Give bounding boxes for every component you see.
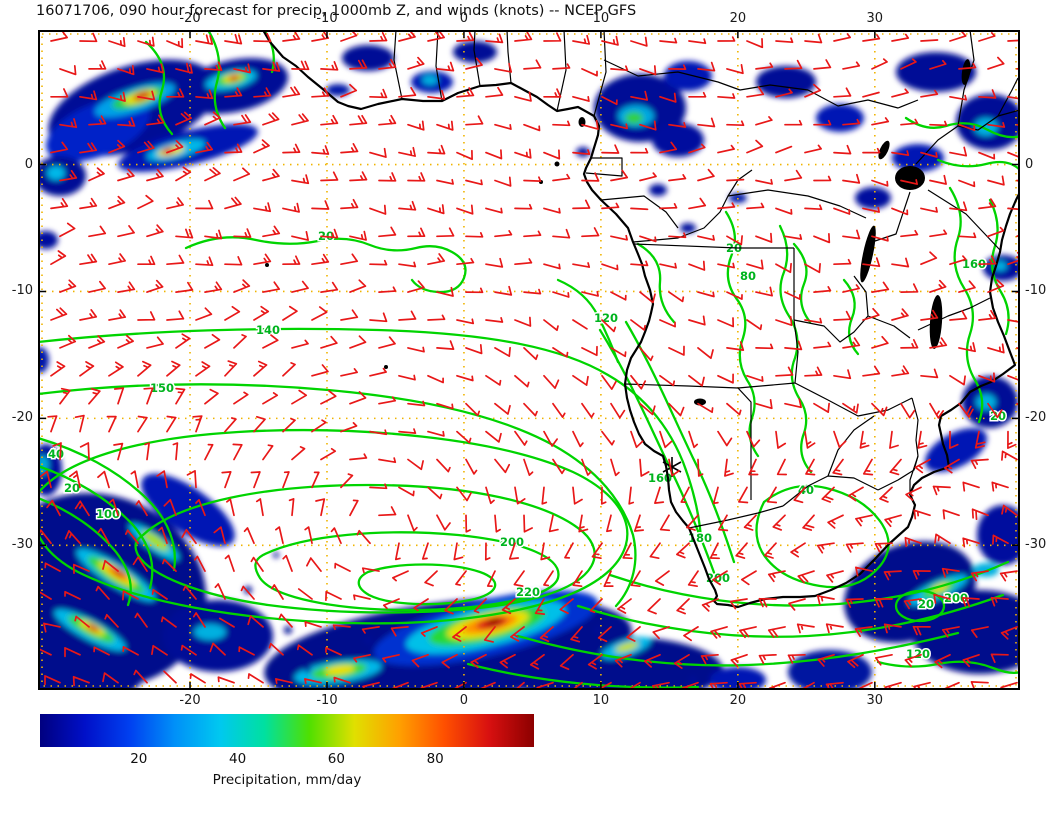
x-axis-tick-label-bottom: 0 xyxy=(459,693,469,708)
x-axis-tick-label-top: 20 xyxy=(729,11,747,26)
x-axis-tick-label-top: -10 xyxy=(316,11,338,26)
x-axis-tick-label-top: 0 xyxy=(459,11,469,26)
x-axis-tick-label-top: 10 xyxy=(592,11,610,26)
contour-label: 120 xyxy=(594,311,618,325)
y-axis-tick-label-right: -20 xyxy=(1025,410,1047,426)
colorbar-tick-label: 80 xyxy=(426,751,444,767)
x-axis-tick-label-bottom: -10 xyxy=(316,693,338,708)
height-contours xyxy=(38,30,1020,689)
contour-label: 40 xyxy=(798,483,814,497)
map-plot-area: 20 120 140 150 160 180 200 200 220 20 80 40 40 20 100 1… xyxy=(38,30,1020,690)
colorbar-tick-label: 20 xyxy=(130,751,148,767)
contour-label: 220 xyxy=(516,585,540,599)
y-axis-tick-label-right: -30 xyxy=(1025,537,1047,553)
chart-title: 16071706, 090 hour forecast for precip, … xyxy=(36,3,637,19)
x-axis-tick-label-bottom: -20 xyxy=(179,693,201,708)
contour-label: 40 xyxy=(48,447,64,461)
precip-colorbar xyxy=(40,714,534,747)
x-axis-tick-label-top: -20 xyxy=(179,11,201,26)
contour-label: 100 xyxy=(96,507,120,521)
colorbar-tick-label: 40 xyxy=(229,751,247,767)
country-borders xyxy=(393,30,1020,529)
contour-label: 150 xyxy=(150,381,174,395)
axis-ticks xyxy=(38,30,1020,690)
contour-label: 80 xyxy=(740,269,756,283)
contour-label: 200 xyxy=(500,535,524,549)
x-axis-tick-label-bottom: 10 xyxy=(592,693,610,708)
map-canvas: 2012014015016018020020022020804040201001… xyxy=(38,30,1020,690)
y-axis-tick-label-right: -10 xyxy=(1025,283,1047,299)
wind-barbs xyxy=(38,30,1020,690)
x-axis-tick-label-top: 30 xyxy=(866,11,884,26)
y-axis-tick-label-left: -30 xyxy=(11,537,33,553)
x-axis-tick-label-bottom: 20 xyxy=(729,693,747,708)
contour-label: 140 xyxy=(256,323,280,337)
coastline-africa xyxy=(262,30,1020,609)
contour-label: 200 xyxy=(944,591,968,605)
y-axis-tick-label-left: -20 xyxy=(11,410,33,426)
y-axis-tick-label-left: 0 xyxy=(24,156,33,172)
y-axis-tick-label-right: 0 xyxy=(1025,156,1034,172)
contour-label: 20 xyxy=(64,481,80,495)
plot-frame xyxy=(38,30,1020,690)
y-axis-tick-label-left: -10 xyxy=(11,283,33,299)
x-axis-tick-label-bottom: 30 xyxy=(866,693,884,708)
grid-lines xyxy=(38,30,1020,690)
colorbar-tick-label: 60 xyxy=(327,751,345,767)
colorbar-caption: Precipitation, mm/day xyxy=(212,772,362,788)
contour-label: 160 xyxy=(962,257,986,271)
